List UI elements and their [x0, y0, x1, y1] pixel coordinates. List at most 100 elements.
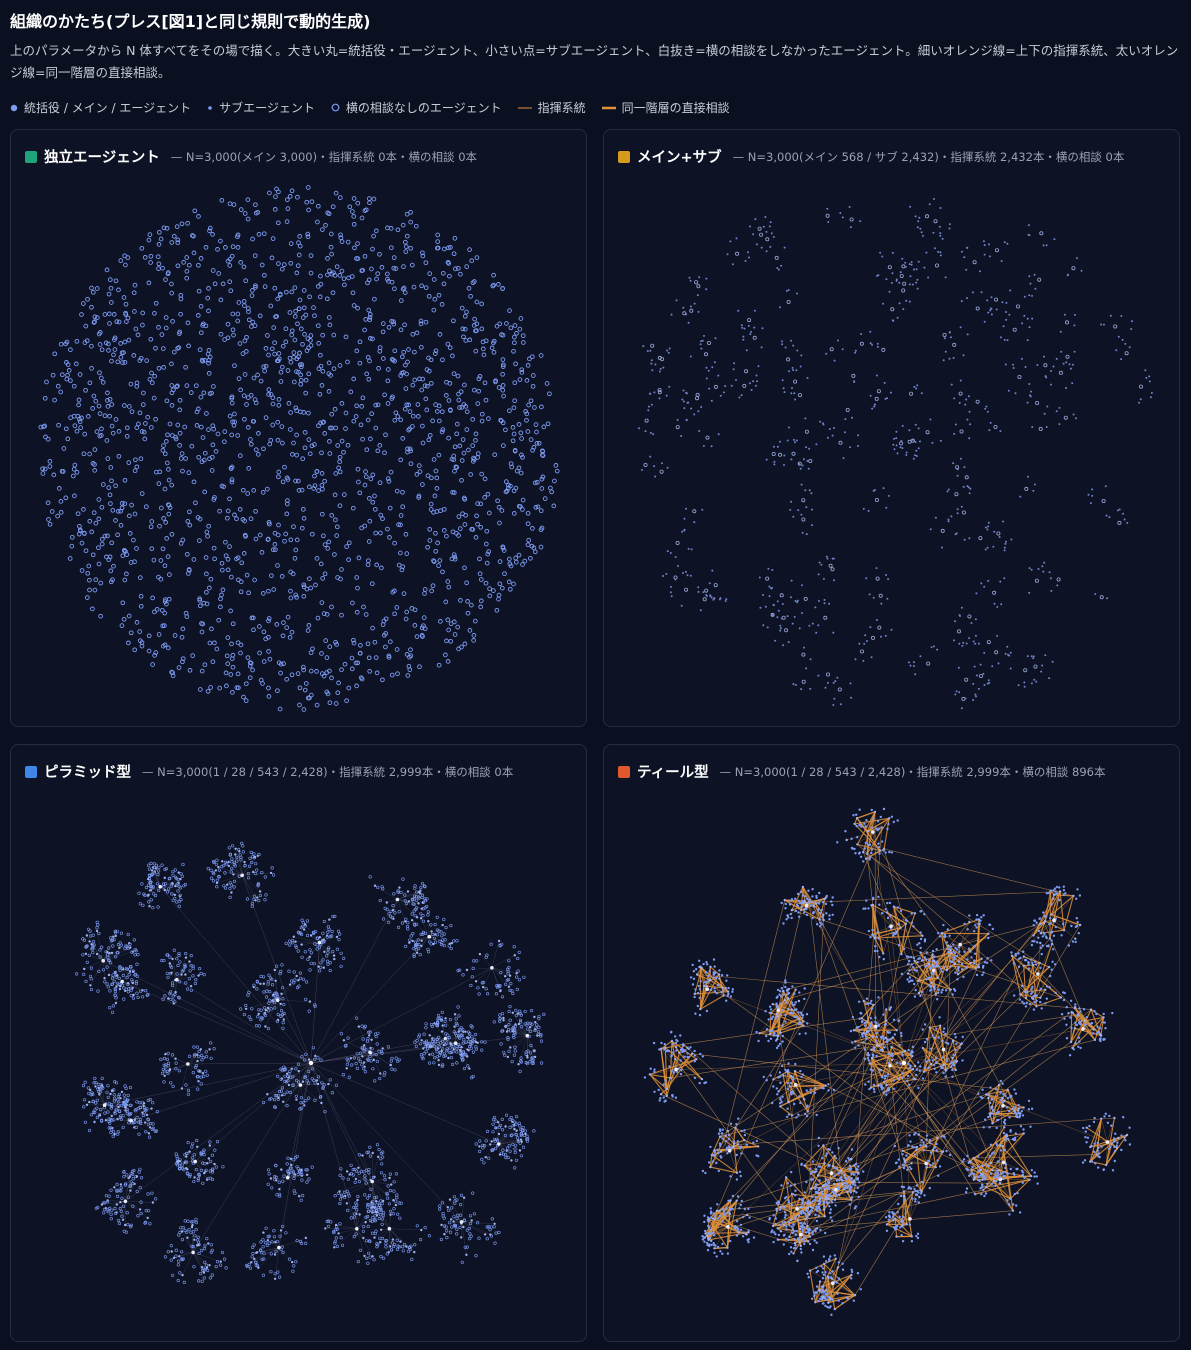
agent [290, 1163, 293, 1167]
sub-agent [477, 992, 481, 996]
agent [423, 319, 429, 325]
sub-agent [910, 263, 913, 266]
agent [307, 451, 313, 457]
agent [363, 469, 368, 474]
sub-agent [962, 354, 965, 357]
sub-agent [693, 413, 696, 416]
agent [285, 498, 290, 503]
sub-agent [920, 392, 923, 395]
agent [377, 1155, 380, 1158]
sub-agent [771, 587, 774, 589]
agent [285, 206, 291, 211]
agent [176, 1160, 179, 1163]
sub-agent [841, 216, 844, 219]
agent [433, 348, 439, 354]
agent [123, 262, 128, 268]
sub-agent [914, 441, 917, 443]
agent [435, 540, 440, 546]
sub-agent [888, 494, 890, 497]
agent [540, 474, 546, 480]
sub-agent [697, 586, 700, 589]
sub-agent [1036, 364, 1039, 366]
sub-agent [280, 1086, 285, 1090]
sub-agent [519, 1133, 524, 1138]
agent [516, 503, 522, 509]
sub-agent [301, 921, 305, 925]
agent [481, 352, 487, 358]
agent [316, 488, 321, 493]
sub-agent [116, 1218, 121, 1223]
command-line [148, 878, 161, 887]
agent [420, 1039, 423, 1042]
command-line [429, 1035, 456, 1044]
agent [503, 479, 509, 484]
agent [65, 372, 70, 378]
agent [446, 584, 452, 590]
agent [301, 515, 307, 521]
sub-agent [224, 862, 228, 866]
agent [427, 271, 433, 276]
agent [253, 210, 259, 216]
panel-subtitle: — N=3,000(メイン 568 / サブ 2,432)・指揮系統 2,432… [732, 149, 1125, 164]
sub-agent [245, 1263, 249, 1268]
agent [108, 579, 114, 585]
sub-agent [944, 276, 947, 279]
agent [295, 321, 300, 327]
agent [297, 702, 302, 708]
agent [152, 373, 158, 379]
agent [381, 1047, 384, 1050]
sub-agent [834, 680, 837, 683]
sub-agent [883, 381, 886, 384]
sub-agent [699, 343, 702, 346]
command-line [447, 1207, 462, 1223]
command-line [362, 1155, 373, 1182]
sub-agent [281, 1179, 285, 1183]
agent [361, 1055, 364, 1058]
sub-agent [871, 343, 873, 346]
sub-agent [137, 1132, 141, 1136]
agent [235, 671, 241, 677]
agent [499, 508, 505, 513]
sub-agent [204, 1263, 208, 1267]
sub-agent [357, 1153, 362, 1157]
agent [322, 431, 328, 436]
agent [471, 638, 476, 643]
agent [254, 899, 257, 902]
sub-agent [423, 899, 428, 903]
agent [327, 268, 332, 274]
agent [372, 506, 378, 512]
sub-agent [508, 1125, 512, 1130]
sub-agent [314, 930, 318, 934]
agent [69, 534, 75, 540]
sub-agent [642, 345, 645, 348]
sub-agent [828, 428, 831, 430]
agent [142, 1102, 146, 1105]
main-agent [1139, 384, 1144, 389]
agent [448, 638, 454, 644]
sub-agent [107, 1126, 111, 1130]
agent [280, 1168, 283, 1171]
sub-agent [509, 982, 513, 986]
sub-agent [197, 1251, 201, 1256]
agent [456, 397, 462, 403]
sub-agent [687, 401, 690, 404]
sub-agent [654, 363, 657, 366]
sub-agent [514, 1143, 518, 1147]
agent [359, 215, 365, 221]
agent [165, 645, 171, 651]
sub-agent [509, 1134, 513, 1138]
agent [255, 372, 260, 378]
agent [408, 647, 413, 653]
sub-agent [777, 609, 780, 612]
agent [55, 513, 60, 519]
sub-agent [118, 968, 122, 972]
agent [288, 1172, 291, 1175]
main-agent [1058, 370, 1063, 375]
agent [470, 443, 476, 448]
agent [417, 469, 423, 474]
agent [256, 231, 262, 237]
agent [475, 501, 481, 506]
sub-agent [470, 1035, 474, 1039]
sub-agent [683, 517, 686, 520]
sub-agent [862, 659, 865, 662]
